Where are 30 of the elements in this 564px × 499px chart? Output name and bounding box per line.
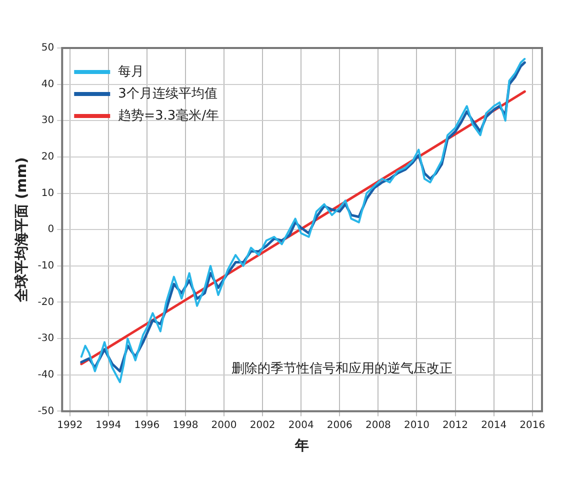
x-tick-label: 1998 [172,420,198,431]
y-tick-label: 40 [41,78,54,90]
y-axis-title: 全球平均海平面 (mm) [14,157,30,304]
y-tick-label: -50 [38,406,54,417]
x-tick-label: 2016 [520,420,546,431]
x-tick-label: 2004 [288,420,314,431]
y-tick-label: 30 [41,115,54,126]
x-axis-title: 年 [294,438,310,454]
x-tick-label: 2012 [442,420,468,431]
x-tick-label: 2000 [211,420,237,431]
y-tick-label: 0 [48,224,54,236]
x-tick-label: 2014 [481,420,507,431]
y-tick-label: -40 [38,369,54,380]
y-tick-label: 20 [41,152,54,163]
y-tick-label: -10 [38,260,54,272]
legend-label: 3个月连续平均值 [118,86,218,102]
y-tick-label: -20 [38,296,54,308]
annotation: 删除的季节性信号和应用的逆气压改正 [232,360,453,377]
y-tick-label: 50 [41,42,54,54]
legend-label: 每月 [118,64,144,80]
y-tick-label: -30 [38,333,54,344]
legend-label: 趋势=3.3毫米/年 [118,107,220,124]
x-tick-label: 2002 [250,420,276,431]
y-tick-label: 10 [41,188,54,199]
x-tick-label: 2008 [365,420,391,431]
x-tick-label: 1996 [134,420,160,431]
x-tick-label: 2010 [404,420,430,431]
x-tick-label: 2006 [326,420,352,431]
x-tick-label: 1992 [57,420,83,431]
x-tick-label: 1994 [96,420,122,431]
